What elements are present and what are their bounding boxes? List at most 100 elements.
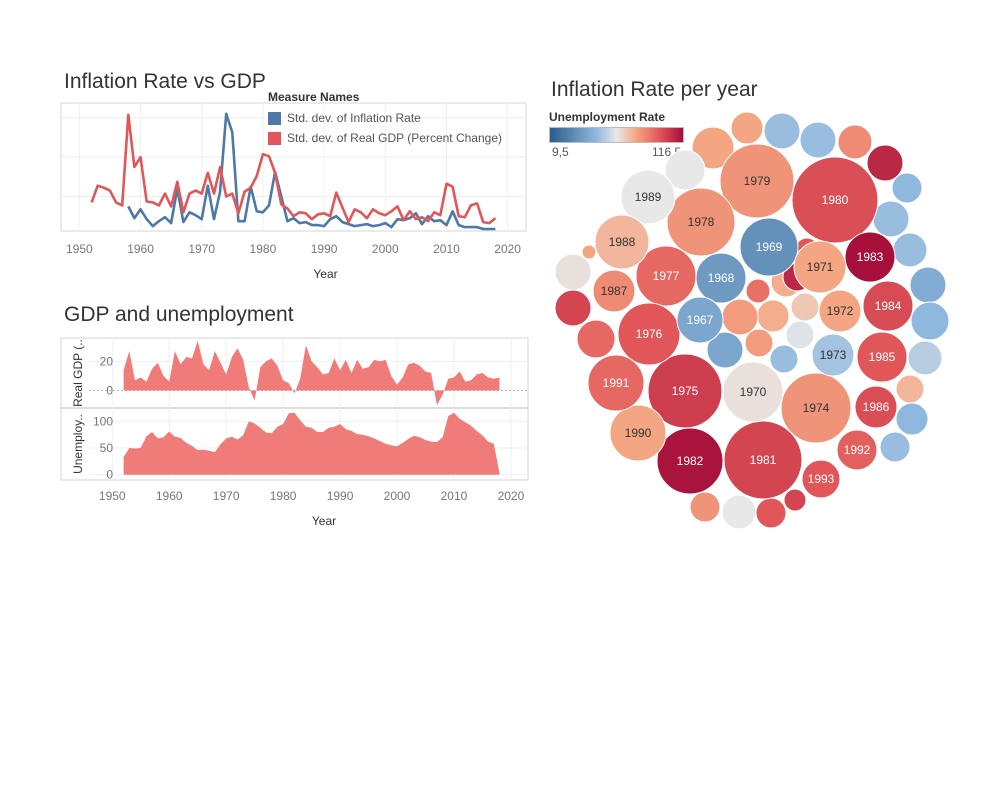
color-legend-min: 9,5 [552,145,569,159]
bubble [689,491,721,523]
bubble [790,292,820,322]
legend-label-gdp: Std. dev. of Real GDP (Percent Change) [287,131,502,145]
x-tick-label: 2010 [433,242,460,256]
bubble [866,144,904,182]
bubble-label-1971: 1971 [807,260,834,274]
bubble-label-1992: 1992 [844,443,871,457]
bubble-1971 [793,240,847,294]
bubble-1986 [854,385,898,429]
bubble-label-1977: 1977 [653,269,680,283]
inflation-vs-gdp-title: Inflation Rate vs GDP [64,70,266,93]
bubble-label-1972: 1972 [827,304,854,318]
bubble-1987 [592,269,636,313]
bubble-label-1967: 1967 [687,313,714,327]
bubble-label-1993: 1993 [808,472,835,486]
bubble-1978 [666,187,736,257]
bubble-1985 [856,331,908,383]
bubble [892,232,928,268]
bubble-label-1969: 1969 [756,240,783,254]
bubble-1984 [862,280,914,332]
bubble-1988 [594,214,650,270]
y-axis-label: Real GDP (.. [71,339,85,407]
x-tick-label: 2000 [372,242,399,256]
unemployment-color-legend: Unemployment Rate 9,5 116,5 [549,110,684,159]
bubble [770,266,802,298]
bubble-label-1982: 1982 [677,454,704,468]
bubble [691,126,735,170]
bubble-1992 [836,429,878,471]
bubble [872,200,910,238]
bubble-label-1991: 1991 [603,376,630,390]
x-tick-label: 2000 [384,489,411,503]
measure-names-legend: Measure Names Std. dev. of Inflation Rat… [268,90,502,148]
bubble-label-1980: 1980 [822,193,849,207]
bubble [907,340,943,376]
legend-item-gdp[interactable]: Std. dev. of Real GDP (Percent Change) [268,128,502,148]
x-tick-label: 1960 [127,242,154,256]
x-tick-label: 2020 [494,242,521,256]
bubble-label-1983: 1983 [857,250,884,264]
bubble-label-1981: 1981 [750,453,777,467]
x-tick-label: 1990 [327,489,354,503]
legend-swatch-inflation [268,111,281,125]
bubble [554,253,592,291]
bubble [891,172,923,204]
bubble-label-1988: 1988 [609,235,636,249]
legend-title: Measure Names [268,90,360,104]
bubble [910,301,950,341]
bubble [721,298,759,336]
x-tick-label: 1960 [156,489,183,503]
bubble-1982 [656,427,724,495]
bubble [895,402,929,436]
legend-label-inflation: Std. dev. of Inflation Rate [287,111,421,125]
bubble [785,320,815,350]
bubble [745,278,771,304]
bubble-label-1990: 1990 [625,426,652,440]
bubble-label-1984: 1984 [875,299,902,313]
bubble [721,494,757,530]
y-axis-label: Unemploy.. [71,414,85,474]
bubble [744,328,774,358]
color-legend-title: Unemployment Rate [549,110,666,124]
x-tick-label: 1980 [270,489,297,503]
bubble-label-1987: 1987 [601,284,628,298]
x-tick-label: 1950 [99,489,126,503]
bubble-label-1968: 1968 [708,271,735,285]
x-tick-label: 1950 [66,242,93,256]
bubble-label-1979: 1979 [744,174,771,188]
bubble-1968 [695,252,747,304]
bubble [730,111,764,145]
bubble [755,497,787,529]
bubble [706,331,744,369]
y-tick-label: 20 [100,354,114,368]
plot-frame [60,337,529,481]
bubble-1969 [739,217,799,277]
bubble-label-1976: 1976 [636,327,663,341]
bubble [794,237,820,263]
legend-item-inflation[interactable]: Std. dev. of Inflation Rate [268,108,502,128]
bubble-1976 [617,302,681,366]
x-tick-label: 1970 [188,242,215,256]
bubble-1975 [647,353,723,429]
bubble [909,266,947,304]
x-tick-label: 2020 [498,489,525,503]
bubble-1991 [587,354,645,412]
bubble-label-1974: 1974 [803,401,830,415]
bubble-1977 [635,245,697,307]
bubble-1972 [818,289,862,333]
bubble [782,262,812,292]
bubble-label-1978: 1978 [688,215,715,229]
bubble-label-1975: 1975 [672,384,699,398]
bubble-label-1970: 1970 [740,385,767,399]
gdp-unemployment-title: GDP and unemployment [64,303,294,326]
bubble-1979 [719,143,795,219]
x-axis-label: Year [313,267,337,281]
bubble-1974 [780,372,852,444]
y-tick-label: 0 [106,468,113,482]
bubble-1980 [791,156,879,244]
bubble-1989 [620,169,676,225]
bubble-label-1985: 1985 [869,350,896,364]
x-tick-label: 1990 [311,242,338,256]
y-tick-label: 50 [100,441,114,455]
bubble-1981 [723,420,803,500]
